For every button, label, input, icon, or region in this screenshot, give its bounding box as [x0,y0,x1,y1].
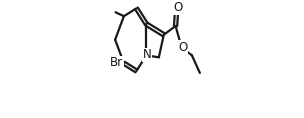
Text: O: O [178,41,188,54]
Text: O: O [173,1,182,14]
Text: Br: Br [110,56,123,69]
Text: N: N [143,48,151,61]
